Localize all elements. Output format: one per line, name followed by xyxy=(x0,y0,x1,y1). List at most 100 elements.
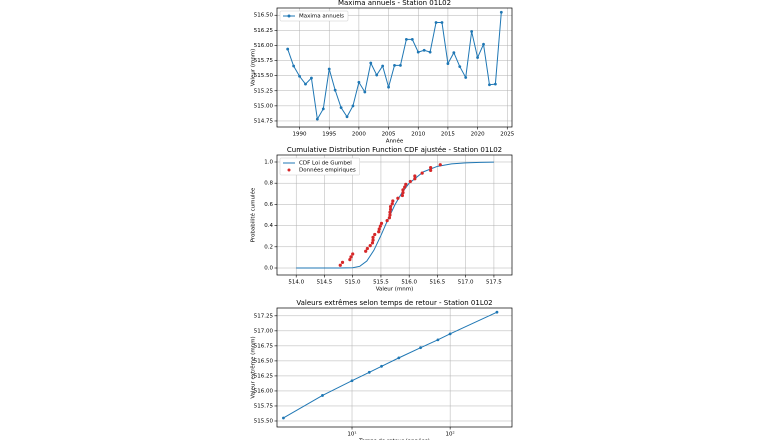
scatter-point xyxy=(391,199,395,203)
data-point xyxy=(310,76,313,80)
data-point xyxy=(495,310,499,314)
data-point xyxy=(345,115,349,119)
x-tick-label: 514.0 xyxy=(288,280,304,286)
data-point xyxy=(399,63,402,67)
y-tick-label: 516.00 xyxy=(254,388,274,394)
y-tick-label: 516.25 xyxy=(254,373,274,379)
scatter-point xyxy=(377,227,381,231)
data-point xyxy=(416,50,420,54)
data-point xyxy=(350,379,354,383)
scatter-point xyxy=(413,177,417,181)
scatter-point xyxy=(338,263,342,267)
legend-label: Données empiriques xyxy=(299,167,356,174)
data-point xyxy=(375,73,379,77)
x-tick-label: 2010 xyxy=(411,132,425,138)
y-tick-label: 517.00 xyxy=(254,328,274,334)
scatter-point xyxy=(340,260,345,264)
x-tick-label: 1995 xyxy=(322,132,336,138)
y-tick-label: 515.50 xyxy=(254,418,274,424)
data-point xyxy=(363,90,367,94)
y-tick-label: 0.4 xyxy=(264,223,273,229)
scatter-point xyxy=(400,193,405,198)
data-point xyxy=(404,38,408,41)
scatter-point xyxy=(401,188,405,192)
x-tick-label: 517.5 xyxy=(486,280,502,286)
chart: Cumulative Distribution Function CDF aju… xyxy=(250,146,513,293)
chart: Valeurs extrêmes selon temps de retour -… xyxy=(250,299,513,440)
data-point xyxy=(482,42,485,46)
scatter-point xyxy=(401,191,405,195)
x-tick-label: 2020 xyxy=(471,132,485,138)
legend-label: CDF Loi de Gumbel xyxy=(299,161,352,167)
scatter-point xyxy=(368,244,372,248)
data-point xyxy=(321,107,325,111)
y-tick-label: 516.75 xyxy=(254,343,274,349)
legend: Maxima annuels xyxy=(279,10,349,22)
data-point xyxy=(440,21,444,24)
data-point xyxy=(327,67,331,71)
data-point xyxy=(452,51,456,55)
data-point xyxy=(298,74,301,78)
scatter-point xyxy=(388,210,392,214)
data-point xyxy=(381,64,385,68)
scatter-point xyxy=(388,207,393,211)
scatter-point xyxy=(377,230,381,234)
data-point xyxy=(476,56,479,59)
x-tick-label: 2005 xyxy=(382,132,396,138)
axes-frame xyxy=(276,307,513,428)
x-axis-label: Temps de retour (années) xyxy=(358,438,430,440)
x-tick-label: 514.5 xyxy=(317,280,333,286)
data-point xyxy=(321,394,324,397)
scatter-point xyxy=(348,258,352,262)
y-axis-label: Valeur (mnm) xyxy=(251,49,257,87)
legend-marker xyxy=(287,168,291,172)
y-tick-label: 515.25 xyxy=(254,88,274,94)
axes-frame xyxy=(276,154,513,276)
y-tick-label: 0.0 xyxy=(264,266,273,272)
y-tick-label: 514.75 xyxy=(254,118,274,124)
y-tick-label: 0.2 xyxy=(264,244,273,250)
x-tick-label: 2025 xyxy=(500,132,514,138)
data-point xyxy=(448,332,452,336)
x-tick-label: 1990 xyxy=(293,132,307,138)
data-point xyxy=(446,62,450,65)
data-point xyxy=(380,364,383,368)
data-point xyxy=(369,61,373,65)
data-line xyxy=(283,311,498,419)
scatter-point xyxy=(429,166,433,170)
axes-frame xyxy=(276,7,513,128)
data-point xyxy=(333,88,337,92)
y-tick-label: 515.75 xyxy=(254,58,274,64)
scatter-point xyxy=(364,249,368,253)
y-tick-label: 515.00 xyxy=(254,103,274,109)
data-point xyxy=(315,117,319,121)
scatter-point xyxy=(388,213,392,217)
scatter-point xyxy=(365,246,369,251)
data-point xyxy=(422,48,426,52)
x-axis-label: Valeur (mnm) xyxy=(376,287,414,293)
x-tick-label: 516.5 xyxy=(430,280,446,286)
scatter-point xyxy=(403,185,407,189)
data-point xyxy=(458,65,462,68)
x-tick-label: 515.0 xyxy=(345,280,361,286)
scatter-point xyxy=(387,216,392,220)
data-point xyxy=(488,83,491,87)
legend-frame xyxy=(279,10,349,22)
scatter-point xyxy=(373,232,377,237)
data-point xyxy=(286,47,290,51)
data-point xyxy=(493,82,497,86)
y-tick-label: 0.6 xyxy=(264,202,273,208)
scatter-point xyxy=(429,168,433,172)
x-tick-label: 2015 xyxy=(441,132,455,138)
scatter-point xyxy=(385,219,389,223)
y-tick-label: 515.75 xyxy=(254,403,274,409)
chart: Maxima annuels - Station 01L02 514.75 515.… xyxy=(251,0,515,145)
data-point xyxy=(464,76,468,79)
chart-title: Maxima annuels - Station 01L02 xyxy=(338,0,451,7)
legend-frame xyxy=(279,157,360,176)
legend-marker xyxy=(287,14,291,18)
scatter-point xyxy=(388,205,393,209)
scatter-point xyxy=(371,235,375,239)
y-tick-label: 516.25 xyxy=(254,28,274,34)
